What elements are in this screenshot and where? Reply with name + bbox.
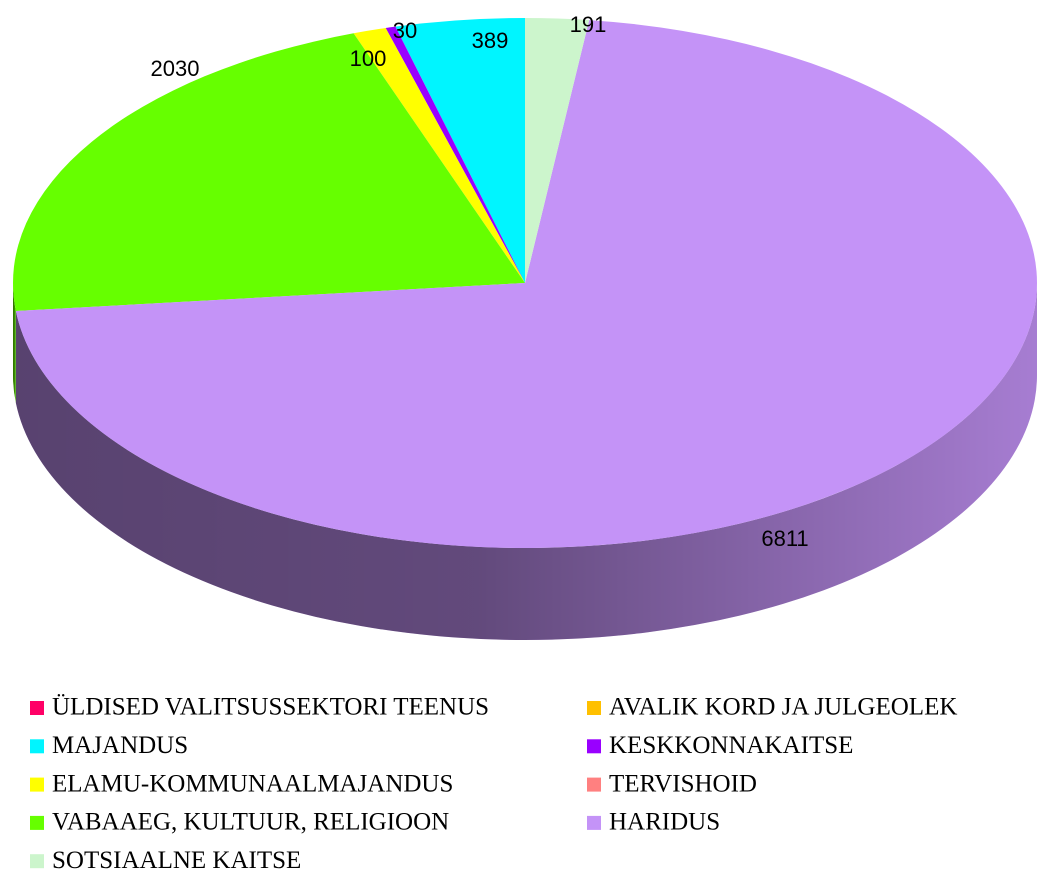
legend-swatch [587, 701, 601, 715]
legend-label: SOTSIAALNE KAITSE [52, 847, 301, 874]
slice [15, 20, 1038, 549]
slice [395, 18, 525, 283]
slice [13, 33, 526, 312]
slice [353, 28, 525, 283]
legend-swatch [30, 701, 44, 715]
data-label: 30 [393, 18, 417, 43]
legend-label: HARIDUS [609, 809, 720, 836]
legend-swatch [587, 777, 601, 792]
legend-label: AVALIK KORD JA JULGEOLEK [609, 694, 957, 721]
legend-label: ELAMU-KOMMUNAALMAJANDUS [52, 770, 453, 797]
legend-label: ÜLDISED VALITSUSSEKTORI TEENUS [52, 694, 489, 721]
slice-side-shade [15, 283, 1037, 640]
legend-label: KESKKONNAKAITSE [609, 732, 853, 759]
data-label: 389 [472, 28, 509, 53]
legend-swatch [587, 815, 601, 830]
data-label: 2030 [151, 56, 200, 81]
legend-label: VABAAEG, KULTUUR, RELIGIOON [52, 809, 449, 836]
legend-swatch [30, 854, 44, 869]
legend-swatch [30, 777, 44, 792]
data-label: 100 [350, 46, 387, 71]
slice [525, 18, 590, 283]
legend-swatch [30, 815, 44, 830]
data-label: 6811 [761, 526, 808, 551]
legend-label: MAJANDUS [52, 732, 188, 759]
legend-swatch [587, 739, 601, 754]
slice-side-shade [13, 283, 16, 404]
legend-swatch [30, 739, 44, 754]
data-label: 191 [570, 12, 607, 37]
slice [385, 26, 525, 283]
legend-label: TERVISHOID [609, 770, 757, 797]
